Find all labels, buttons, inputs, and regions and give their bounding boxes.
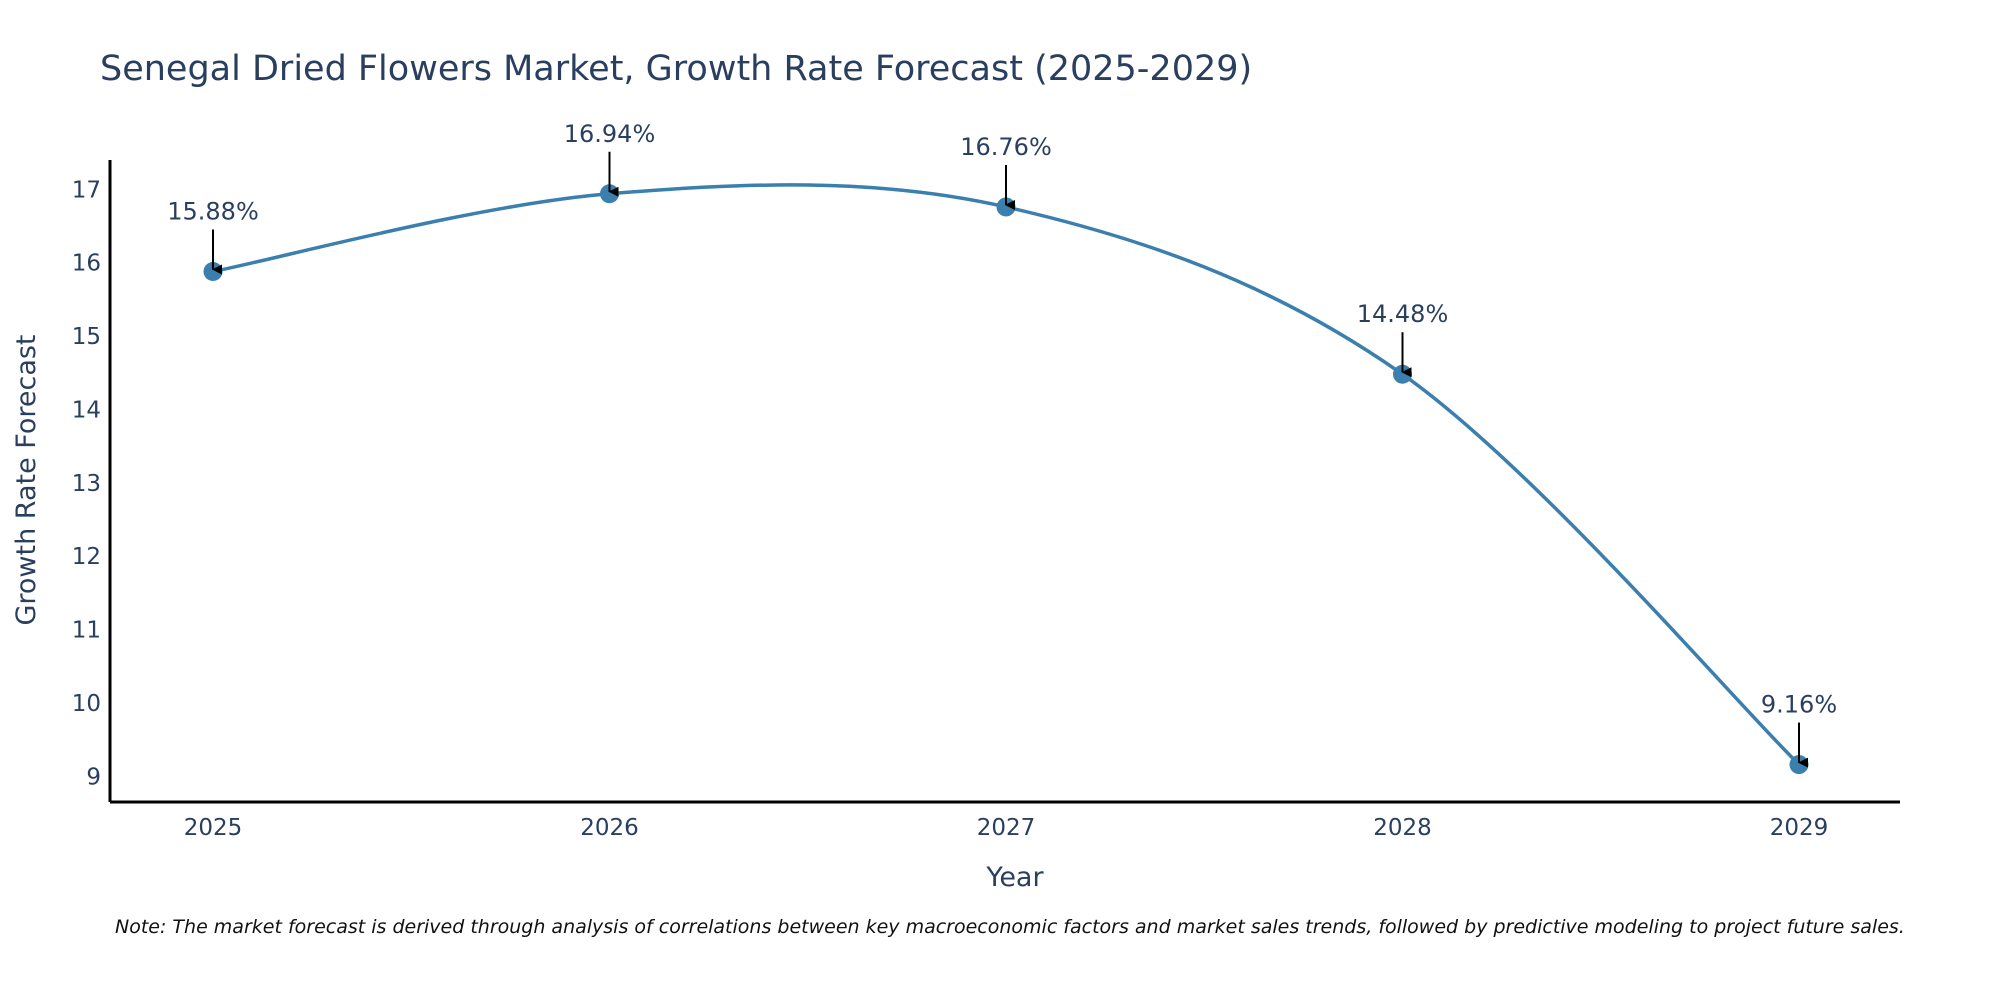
x-axis-title: Year xyxy=(985,862,1044,893)
x-tick-label: 2029 xyxy=(1770,815,1829,841)
y-tick-label: 15 xyxy=(72,324,101,350)
data-label: 16.94% xyxy=(564,120,656,148)
chart-title: Senegal Dried Flowers Market, Growth Rat… xyxy=(100,49,1252,89)
y-axis-title: Growth Rate Forecast xyxy=(11,334,42,625)
footnote: Note: The market forecast is derived thr… xyxy=(115,916,1905,938)
y-tick-label: 10 xyxy=(72,691,101,717)
x-tick-label: 2025 xyxy=(184,815,243,841)
series-line xyxy=(212,183,1801,766)
y-tick-label: 16 xyxy=(72,251,101,277)
y-tick-label: 11 xyxy=(72,618,101,644)
y-tick-label: 17 xyxy=(72,177,101,203)
x-tick-label: 2028 xyxy=(1373,815,1432,841)
y-tick-label: 13 xyxy=(72,471,101,497)
y-tick-label: 12 xyxy=(72,544,101,570)
data-label: 14.48% xyxy=(1357,300,1449,328)
x-tick-label: 2026 xyxy=(580,815,639,841)
y-tick-label: 9 xyxy=(86,764,101,790)
data-label: 9.16% xyxy=(1761,691,1837,719)
data-label: 15.88% xyxy=(167,198,259,226)
data-label: 16.76% xyxy=(960,133,1052,161)
y-tick-label: 14 xyxy=(72,397,101,423)
x-tick-label: 2027 xyxy=(977,815,1036,841)
plot-area: 9 10 11 12 13 14 15 16 17 2025 2026 2027 2028 2029 15.… xyxy=(72,120,1900,841)
